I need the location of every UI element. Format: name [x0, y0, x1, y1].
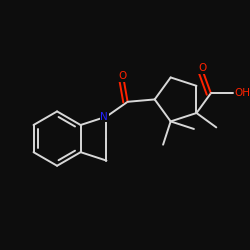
Text: O: O: [118, 71, 126, 81]
Text: OH: OH: [235, 88, 250, 98]
Text: O: O: [199, 63, 207, 73]
Text: N: N: [100, 112, 108, 122]
